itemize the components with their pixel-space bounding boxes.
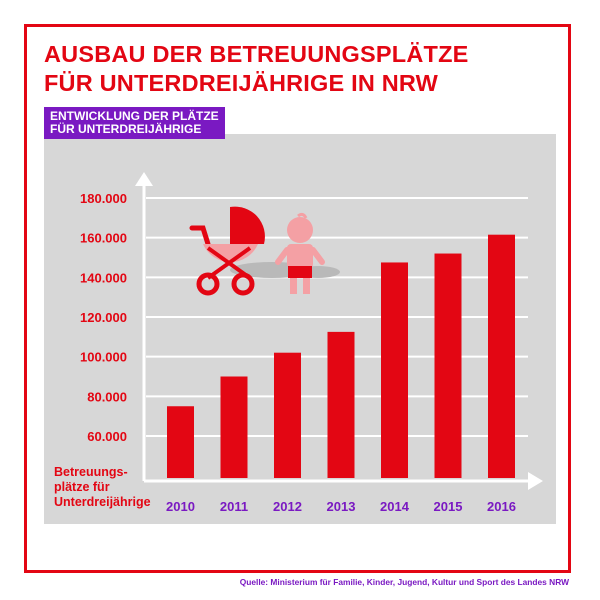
bar-2013	[327, 331, 355, 478]
x-tick-label: 2011	[220, 499, 248, 514]
x-tick-label: 2016	[487, 499, 516, 514]
outer-frame	[24, 24, 571, 573]
chart-subtitle: ENTWICKLUNG DER PLÄTZE FÜR UNTERDREIJÄHR…	[44, 107, 225, 139]
y-tick-label: 80.000	[87, 389, 127, 404]
x-tick-label: 2014	[380, 499, 410, 514]
y-tick-label: 60.000	[87, 429, 127, 444]
subtitle-line-1: ENTWICKLUNG DER PLÄTZE	[50, 109, 219, 123]
y-axis-arrow	[135, 172, 153, 186]
bar-2014	[381, 262, 408, 478]
source-note: Quelle: Ministerium für Familie, Kinder,…	[239, 577, 569, 587]
bar-2012	[274, 352, 301, 478]
y-tick-labels: 60.000 80.000 100.000 120.000 140.000 160.000…	[80, 191, 127, 444]
y-axis-title-line-1: Betreuungs-	[54, 465, 128, 479]
y-axis-title-line-3: Unterdreijährige	[54, 495, 151, 509]
y-tick-label: 120.000	[80, 310, 127, 325]
bar-2015	[434, 253, 462, 478]
y-tick-label: 140.000	[80, 270, 127, 285]
bars	[167, 234, 515, 478]
y-axis-title-line-2: plätze für	[54, 480, 110, 494]
toddler-icon	[275, 212, 325, 294]
baby-carriage-icon	[189, 206, 265, 296]
y-tick-label: 180.000	[80, 191, 127, 206]
y-tick-label: 160.000	[80, 231, 127, 246]
x-tick-label: 2012	[273, 499, 302, 514]
illustration	[189, 206, 340, 296]
subtitle-line-2: FÜR UNTERDREIJÄHRIGE	[50, 122, 202, 136]
bar-2011	[220, 376, 248, 478]
x-tick-label: 2010	[166, 499, 195, 514]
title-line-2: FÜR UNTERDREIJÄHRIGE IN NRW	[44, 70, 439, 96]
y-axis-title: Betreuungs- plätze für Unterdreijährige	[54, 465, 151, 510]
bar-2016	[488, 234, 515, 478]
x-tick-labels: 2010 2011 2012 2013 2014 2015 2016	[166, 499, 516, 514]
bar-2010	[167, 406, 194, 478]
y-tick-label: 100.000	[80, 350, 127, 365]
x-tick-label: 2013	[327, 499, 356, 514]
x-tick-label: 2015	[434, 499, 463, 514]
x-axis-arrow	[528, 472, 543, 490]
axes	[135, 172, 543, 490]
title-line-1: AUSBAU DER BETREUUNGSPLÄTZE	[44, 41, 469, 67]
chart-title: AUSBAU DER BETREUUNGSPLÄTZE FÜR UNTERDRE…	[44, 40, 564, 98]
